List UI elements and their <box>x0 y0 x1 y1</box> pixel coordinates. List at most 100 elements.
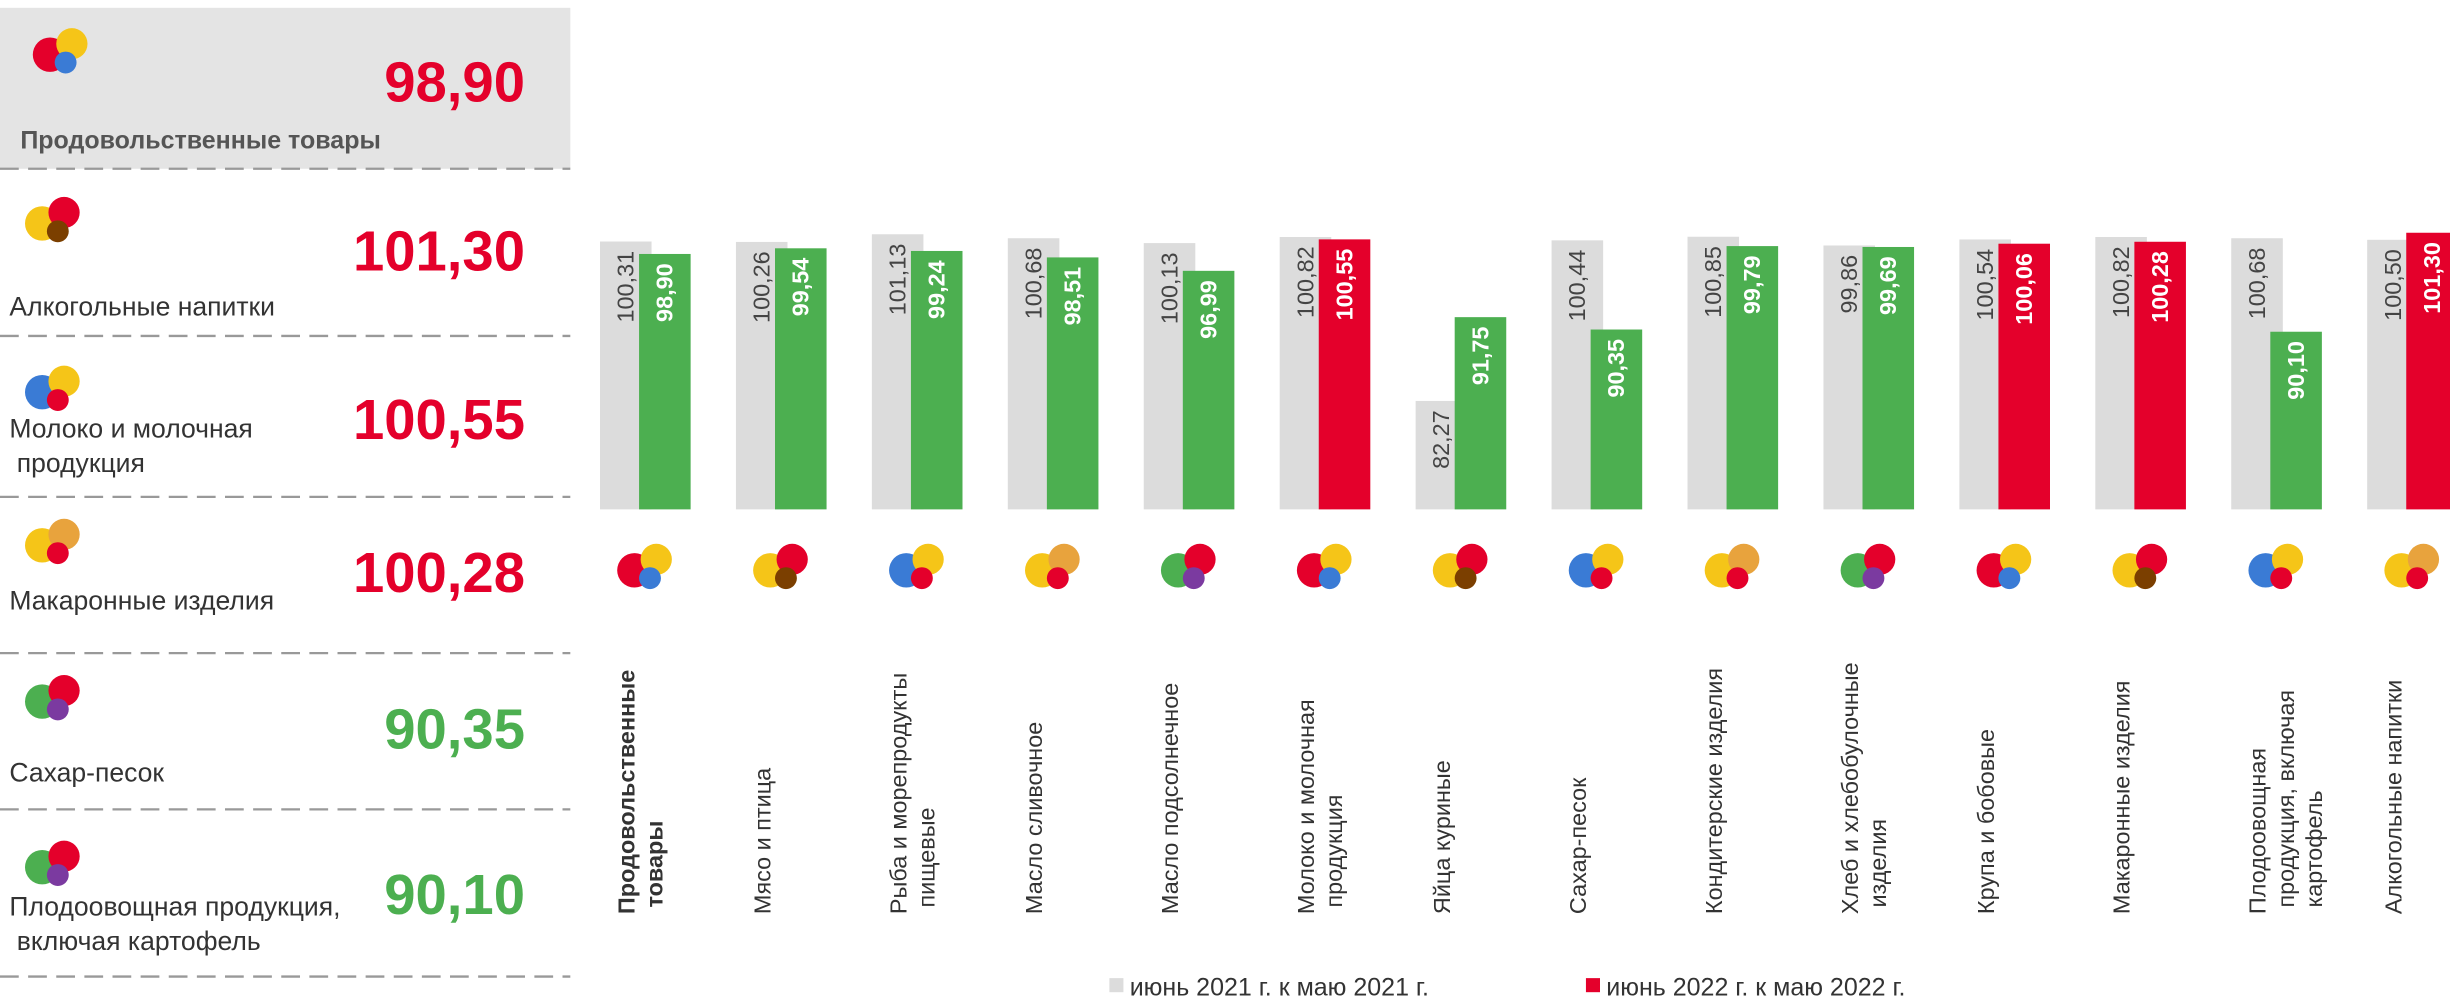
value-label: 100,82 <box>1292 246 1318 318</box>
text-line: Плодоовощная <box>2245 748 2271 914</box>
icon-part <box>47 864 69 886</box>
value-label: 101,13 <box>884 244 910 316</box>
text-line: изделия <box>1865 819 1891 914</box>
value-label: 100,44 <box>1564 250 1590 322</box>
legend-swatch <box>1109 978 1123 992</box>
sidebar-label: Сахар-песок <box>9 757 164 787</box>
value-label: 100,50 <box>2380 249 2406 321</box>
icon-part <box>2406 567 2428 589</box>
text-line: Молоко и молочная <box>1293 699 1319 914</box>
text-line: Мясо и птица <box>749 767 775 914</box>
legend-label: июнь 2021 г. к маю 2021 г. <box>1130 973 1429 1000</box>
text-line: Яйца куриные <box>1429 760 1455 914</box>
sidebar-value: 100,28 <box>353 541 525 604</box>
value-label: 99,54 <box>788 258 814 317</box>
text-line: Макаронные изделия <box>2109 681 2135 915</box>
sidebar-value: 90,10 <box>384 863 525 926</box>
sidebar-value: 100,55 <box>353 388 525 451</box>
text-line: продукция, включая <box>2273 690 2299 914</box>
page: 98,90Продовольственные товары101,30Алког… <box>0 0 2450 1000</box>
icon-part <box>911 567 933 589</box>
sidebar-value: 90,35 <box>384 697 525 760</box>
sidebar-label: Алкогольные напитки <box>9 292 275 322</box>
value-label: 100,68 <box>1020 248 1046 320</box>
category-label: Сахар-песок <box>1565 777 1591 914</box>
value-label: 100,31 <box>613 251 639 323</box>
text-line: Молоко и молочная <box>9 413 252 443</box>
icon-part <box>2270 567 2292 589</box>
text-line: Масло сливочное <box>1021 722 1047 914</box>
text-line: Продовольственные <box>613 670 639 914</box>
text-line: Рыба и морепродукты <box>885 673 911 914</box>
text-line: Хлеб и хлебобулочные <box>1837 662 1863 914</box>
value-label: 82,27 <box>1428 410 1454 469</box>
sidebar-value: 101,30 <box>353 219 525 282</box>
value-label: 100,82 <box>2108 246 2134 318</box>
value-label: 99,79 <box>1739 255 1765 314</box>
sidebar-label: Молоко и молочная продукция <box>9 413 252 477</box>
text-line: продукция <box>9 448 144 478</box>
category-label: Масло подсолнечное <box>1157 683 1183 914</box>
value-label: 100,26 <box>749 251 775 323</box>
value-label: 100,13 <box>1156 252 1182 324</box>
value-label: 90,10 <box>2283 341 2309 400</box>
icon-part <box>47 220 69 242</box>
value-label: 100,54 <box>1972 249 1998 321</box>
icon-part <box>1183 567 1205 589</box>
value-label: 90,35 <box>1603 339 1629 398</box>
icon-part <box>55 52 77 74</box>
text-line: продукция <box>1321 795 1347 915</box>
text-line: Макаронные изделия <box>9 585 274 615</box>
icon-part <box>47 389 69 411</box>
icon-part <box>1319 567 1341 589</box>
category-label: Плодоовощная продукция, включая картофел… <box>2245 690 2327 914</box>
text-line: картофель <box>2301 790 2327 914</box>
category-label: Хлеб и хлебобулочные изделия <box>1837 662 1891 914</box>
icon-part <box>47 542 69 564</box>
category-label: Мясо и птица <box>749 767 775 914</box>
value-label: 100,68 <box>2244 248 2270 320</box>
text-line: товары <box>642 821 668 914</box>
category-label: Продовольственные товары <box>613 670 667 914</box>
text-line: Алкогольные напитки <box>9 292 275 322</box>
sidebar-label: Макаронные изделия <box>9 585 274 615</box>
value-label: 99,24 <box>924 260 950 319</box>
text-line: Кондитерские изделия <box>1701 668 1727 914</box>
icon-part <box>1047 567 1069 589</box>
category-label: Кондитерские изделия <box>1701 668 1727 914</box>
value-label: 98,90 <box>652 263 678 322</box>
category-label: Макаронные изделия <box>2109 681 2135 915</box>
value-label: 100,28 <box>2147 251 2173 323</box>
icon-part <box>639 567 661 589</box>
icon-part <box>1863 567 1885 589</box>
text-line: включая картофель <box>9 926 260 956</box>
category-label: Яйца куриные <box>1429 760 1455 914</box>
category-label: Алкогольные напитки <box>2381 680 2407 914</box>
value-label: 96,99 <box>1195 280 1221 339</box>
text-line: Продовольственные товары <box>20 126 381 154</box>
text-line: Крупа и бобовые <box>1973 729 1999 914</box>
text-line: Масло подсолнечное <box>1157 683 1183 914</box>
icon-part <box>1727 567 1749 589</box>
icon-part <box>47 698 69 720</box>
value-label: 99,86 <box>1836 255 1862 314</box>
sidebar-label: Продовольственные товары <box>20 126 381 154</box>
value-label: 100,06 <box>2011 253 2037 325</box>
icon-part <box>1591 567 1613 589</box>
text-line: Плодоовощная продукция, <box>9 892 340 922</box>
value-label: 100,85 <box>1700 246 1726 318</box>
infographic: 98,90Продовольственные товары101,30Алког… <box>0 0 2450 1000</box>
value-label: 99,69 <box>1875 256 1901 315</box>
category-label: Крупа и бобовые <box>1973 729 1999 914</box>
sidebar-value: 98,90 <box>384 51 525 114</box>
legend-swatch <box>1586 978 1600 992</box>
sidebar-label: Плодоовощная продукция, включая картофел… <box>9 892 340 956</box>
text-line: Алкогольные напитки <box>2381 680 2407 914</box>
value-label: 98,51 <box>1059 267 1085 326</box>
text-line: Сахар-песок <box>9 757 164 787</box>
value-label: 100,55 <box>1331 249 1357 321</box>
text-line: пищевые <box>913 807 939 914</box>
icon-part <box>775 567 797 589</box>
icon-part <box>1455 567 1477 589</box>
legend-label: июнь 2022 г. к маю 2022 г. <box>1606 973 1905 1000</box>
